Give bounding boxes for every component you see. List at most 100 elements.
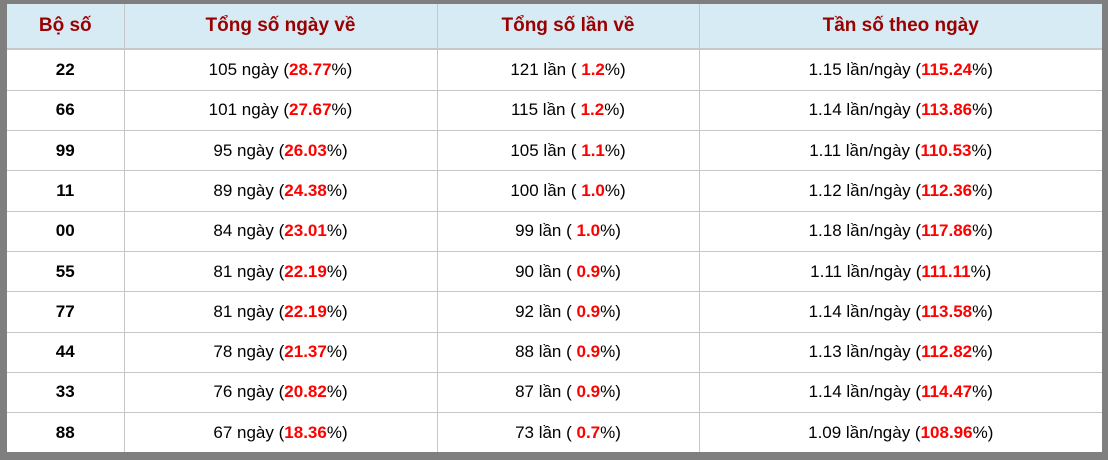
times-text: 99 lần ( [515,221,577,241]
pair-number: 77 [55,301,75,321]
days-text: 89 ngày ( [213,180,285,200]
freq-percentage: 117.86 [921,221,973,241]
pair-cell: 88 [7,412,125,452]
days-cell: 81 ngày (22.19%) [123,250,438,293]
column-header-days: Tổng số ngày về [123,4,438,50]
times-text: 115 lần ( [510,100,581,120]
days-text: 76 ngày ( [213,382,285,402]
days-text-suffix: %) [326,382,348,402]
times-text: 90 lần ( [515,261,577,281]
pair-cell: 22 [7,48,125,91]
freq-cell: 1.14 lần/ngày (113.58%) [698,291,1102,333]
times-text: 105 lần ( [510,140,582,160]
times-percentage: 1.2 [581,59,605,79]
pair-number: 22 [55,59,75,79]
header-row: Bộ số Tổng số ngày về Tổng số lần về Tần… [7,4,1102,50]
pair-number: 00 [55,221,75,241]
days-percentage: 28.77 [289,59,332,79]
table-header: Bộ số Tổng số ngày về Tổng số lần về Tần… [7,4,1102,50]
freq-text: 1.18 lần/ngày ( [808,221,922,241]
days-cell: 95 ngày (26.03%) [123,130,438,172]
times-percentage: 1.0 [581,180,605,200]
days-text-suffix: %) [331,100,353,120]
days-text: 105 ngày ( [208,59,289,79]
times-text-suffix: %) [604,59,626,79]
freq-text: 1.12 lần/ngày ( [808,180,922,200]
column-header-times: Tổng số lần về [436,4,700,50]
times-cell: 88 lần ( 0.9%) [436,331,700,373]
times-cell: 92 lần ( 0.9%) [436,291,700,333]
pair-cell: 00 [7,210,125,252]
freq-cell: 1.11 lần/ngày (111.11%) [698,250,1102,293]
table-row: 00 84 ngày (23.01%) 99 lần ( 1.0%) 1.18 … [7,210,1102,252]
days-text: 95 ngày ( [213,140,285,160]
times-text-suffix: %) [600,221,621,241]
freq-cell: 1.14 lần/ngày (114.47%) [698,371,1102,414]
days-text-suffix: %) [326,221,348,241]
times-text-suffix: %) [600,342,621,362]
freq-text-suffix: %) [970,261,992,281]
freq-cell: 1.15 lần/ngày (115.24%) [698,48,1102,91]
days-text-suffix: %) [326,422,348,442]
days-percentage: 21.37 [284,342,327,362]
times-cell: 100 lần ( 1.0%) [436,170,700,212]
days-percentage: 18.36 [284,422,327,442]
times-cell: 121 lần ( 1.2%) [436,48,700,91]
days-cell: 89 ngày (24.38%) [123,170,438,212]
table-row: 22 105 ngày (28.77%) 121 lần ( 1.2%) 1.1… [7,48,1102,91]
freq-percentage: 108.96 [920,422,973,442]
times-cell: 99 lần ( 1.0%) [436,210,700,252]
days-percentage: 27.67 [289,100,332,120]
freq-percentage: 112.82 [921,342,973,362]
table-row: 77 81 ngày (22.19%) 92 lần ( 0.9%) 1.14 … [7,291,1102,333]
times-percentage: 1.1 [581,140,605,160]
days-text: 84 ngày ( [213,221,285,241]
freq-cell: 1.11 lần/ngày (110.53%) [698,130,1102,172]
times-percentage: 0.9 [576,342,601,362]
table-row: 33 76 ngày (20.82%) 87 lần ( 0.9%) 1.14 … [7,371,1102,414]
days-text-suffix: %) [326,301,348,321]
freq-cell: 1.09 lần/ngày (108.96%) [698,412,1102,452]
freq-percentage: 113.86 [921,100,973,120]
times-cell: 87 lần ( 0.9%) [436,371,700,414]
freq-cell: 1.14 lần/ngày (113.86%) [698,89,1102,132]
days-text: 101 ngày ( [208,100,289,120]
days-cell: 101 ngày (27.67%) [123,89,438,132]
times-cell: 73 lần ( 0.7%) [436,412,700,452]
days-percentage: 22.19 [284,301,327,321]
times-cell: 90 lần ( 0.9%) [436,250,700,293]
pair-cell: 11 [7,170,125,212]
freq-text-suffix: %) [972,422,994,442]
times-text-suffix: %) [604,140,626,160]
freq-cell: 1.13 lần/ngày (112.82%) [698,331,1102,373]
days-cell: 78 ngày (21.37%) [123,331,438,373]
times-text: 87 lần ( [515,382,577,402]
times-text: 73 lần ( [515,422,577,442]
pair-number: 33 [55,382,75,402]
times-text-suffix: %) [600,261,621,281]
pair-number: 55 [55,261,75,281]
times-text-suffix: %) [600,382,621,402]
freq-text-suffix: %) [972,382,993,402]
freq-text: 1.14 lần/ngày ( [808,382,922,402]
freq-text: 1.13 lần/ngày ( [808,342,922,362]
times-text-suffix: %) [600,422,621,442]
times-text-suffix: %) [604,100,626,120]
column-header-pair: Bộ số [7,4,125,50]
freq-text-suffix: %) [972,59,993,79]
pair-number: 44 [55,342,75,362]
times-cell: 105 lần ( 1.1%) [436,130,700,172]
table-row: 44 78 ngày (21.37%) 88 lần ( 0.9%) 1.13 … [7,331,1102,373]
table-row: 99 95 ngày (26.03%) 105 lần ( 1.1%) 1.11… [7,130,1102,172]
times-text: 92 lần ( [515,301,577,321]
days-percentage: 26.03 [284,140,327,160]
days-cell: 76 ngày (20.82%) [123,371,438,414]
pair-cell: 77 [7,291,125,333]
times-percentage: 0.7 [576,422,601,442]
days-cell: 67 ngày (18.36%) [123,412,438,452]
freq-text-suffix: %) [972,301,993,321]
freq-percentage: 110.53 [920,140,972,160]
days-percentage: 23.01 [284,221,327,241]
freq-text-suffix: %) [972,221,993,241]
